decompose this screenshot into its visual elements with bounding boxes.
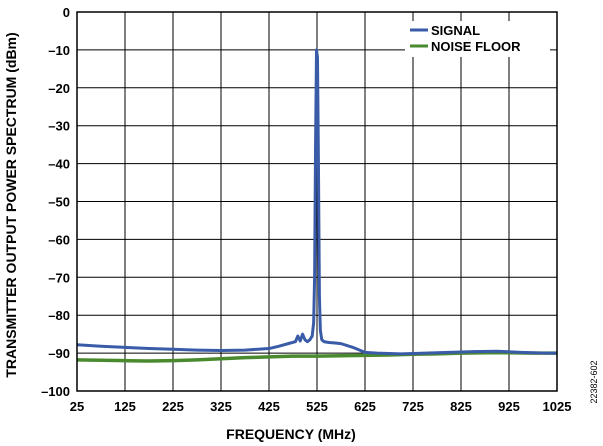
plot-frame: [76, 11, 558, 392]
x-tick-label: 825: [450, 399, 472, 414]
y-tick-labels: 0 –10 –20 –30 –40 –50 –60 –70 –80 –90 –100: [41, 5, 70, 399]
x-tick-label: 125: [114, 399, 136, 414]
legend: SIGNAL NOISE FLOOR: [405, 21, 550, 57]
legend-background: [405, 21, 550, 57]
y-tick-label: 0: [63, 5, 70, 20]
x-tick-label: 1025: [543, 399, 572, 414]
figure-id: 22382-602: [589, 360, 599, 403]
series-layer: [76, 48, 557, 363]
y-tick-label: –20: [48, 81, 70, 96]
y-tick-label: –80: [48, 308, 70, 323]
x-tick-label: 325: [210, 399, 232, 414]
y-tick-label: –50: [48, 195, 70, 210]
x-tick-label: 425: [258, 399, 280, 414]
x-tick-label: 725: [402, 399, 424, 414]
x-tick-label: 225: [162, 399, 184, 414]
x-tick-labels: 25 125 225 325 425 525 625 725 825 925 1025: [70, 399, 572, 414]
x-tick-label: 925: [498, 399, 520, 414]
y-tick-label: –10: [48, 43, 70, 58]
y-tick-label: –100: [41, 384, 70, 399]
y-axis-title: TRANSMITTER OUTPUT POWER SPECTRUM (dBm): [3, 32, 19, 377]
x-axis-title: FREQUENCY (MHz): [226, 426, 356, 442]
y-tick-label: –90: [48, 346, 70, 361]
x-tick-label: 25: [70, 399, 84, 414]
legend-label-noise-floor: NOISE FLOOR: [431, 39, 521, 54]
y-tick-label: –40: [48, 157, 70, 172]
legend-label-signal: SIGNAL: [431, 23, 480, 38]
y-tick-label: –30: [48, 119, 70, 134]
y-tick-label: –70: [48, 270, 70, 285]
y-tick-label: –60: [48, 232, 70, 247]
series-line-signal: [76, 48, 557, 356]
x-tick-label: 525: [306, 399, 328, 414]
x-tick-label: 625: [354, 399, 376, 414]
